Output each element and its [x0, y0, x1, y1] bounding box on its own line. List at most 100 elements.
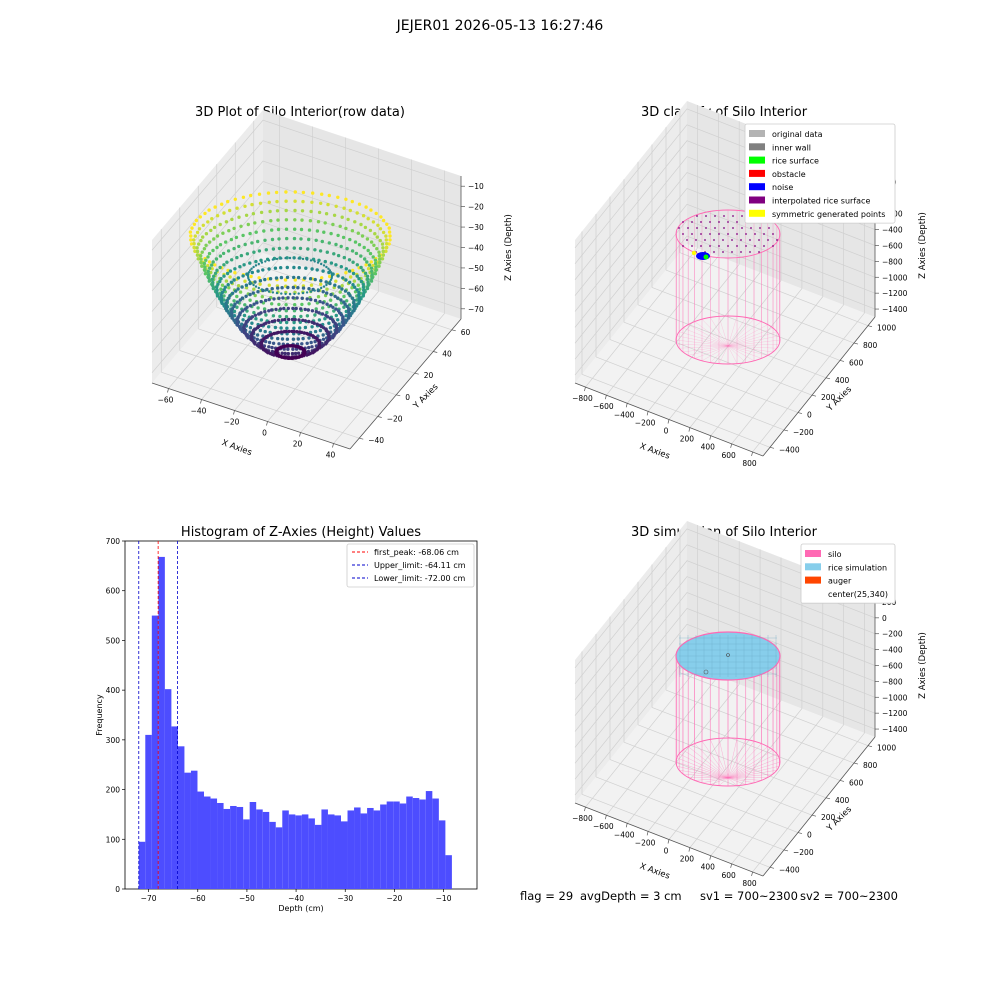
histogram-bar — [406, 796, 413, 889]
data-point — [267, 309, 271, 313]
data-point — [387, 226, 391, 230]
data-point — [193, 234, 197, 238]
data-point — [254, 259, 258, 264]
y-tick-label: 0 — [115, 885, 120, 894]
data-point — [243, 242, 247, 247]
histogram-bar — [230, 805, 237, 889]
data-point — [292, 246, 296, 250]
data-point — [385, 222, 389, 226]
data-point — [320, 239, 324, 244]
histogram-bar — [204, 796, 211, 889]
data-point — [188, 230, 193, 234]
data-point — [292, 275, 296, 280]
y-tick — [451, 329, 456, 332]
data-point — [378, 261, 382, 265]
data-point — [359, 254, 363, 258]
data-point — [317, 210, 322, 215]
data-point — [276, 330, 281, 335]
data-point — [349, 275, 353, 279]
interpolated-point — [700, 245, 702, 247]
data-point — [307, 302, 311, 306]
data-point — [199, 238, 203, 243]
y-gridline — [637, 304, 827, 379]
data-point — [364, 205, 368, 209]
data-point — [332, 213, 337, 217]
data-point — [363, 271, 368, 275]
data-point — [371, 263, 375, 268]
data-point — [211, 280, 215, 285]
data-point — [267, 267, 271, 271]
data-point — [308, 330, 313, 335]
data-point — [263, 238, 267, 242]
data-point — [225, 308, 229, 313]
y-gridline — [665, 689, 855, 764]
data-point — [296, 351, 301, 355]
legend-swatch — [749, 143, 765, 151]
histogram-bar — [197, 791, 204, 889]
data-point — [317, 318, 322, 322]
x-gridline — [585, 247, 698, 388]
data-point — [236, 287, 240, 291]
data-point — [214, 257, 219, 261]
data-point — [275, 291, 279, 295]
data-point — [218, 222, 222, 227]
data-point — [303, 319, 307, 323]
y-gridline — [651, 287, 841, 361]
data-point — [288, 292, 292, 296]
data-point — [329, 271, 333, 274]
y-tick-label: 1000 — [877, 744, 896, 753]
z-tick-label: −50 — [468, 264, 484, 273]
x-tick-label: −400 — [614, 830, 635, 839]
data-point — [203, 272, 208, 276]
data-point — [323, 259, 327, 264]
legend-swatch — [749, 130, 765, 137]
data-point — [363, 225, 368, 230]
data-point — [207, 276, 211, 280]
z-gridline — [151, 181, 462, 312]
data-point — [229, 280, 234, 284]
data-point — [192, 222, 197, 226]
data-point — [378, 257, 382, 261]
x-tick-label: 600 — [722, 451, 737, 460]
data-point — [284, 190, 288, 194]
x-tick — [604, 395, 607, 400]
data-point — [350, 199, 354, 204]
data-point — [335, 296, 340, 300]
data-point — [230, 291, 235, 295]
data-point — [267, 325, 271, 329]
data-point — [260, 261, 264, 264]
x-tick-label: −50 — [239, 894, 255, 903]
data-point — [338, 290, 342, 294]
data-point — [235, 206, 239, 210]
z-tick-label: −800 — [882, 257, 903, 266]
data-point — [273, 325, 278, 330]
data-point — [292, 329, 296, 334]
y-tick — [811, 814, 817, 817]
data-point — [321, 333, 325, 337]
data-point — [369, 208, 373, 212]
data-point — [299, 314, 303, 319]
data-point — [270, 287, 274, 291]
data-point — [316, 295, 321, 299]
data-point — [301, 257, 305, 261]
data-point — [214, 285, 219, 289]
silo-spoke — [727, 317, 746, 347]
data-point — [250, 270, 254, 275]
data-point — [293, 303, 297, 307]
data-point — [357, 277, 361, 281]
silo-spoke — [727, 777, 755, 783]
z-tick-label: −1400 — [882, 305, 908, 314]
legend-box — [346, 543, 475, 588]
data-point — [299, 237, 303, 241]
data-point — [223, 285, 227, 289]
y-tick-label: −40 — [368, 436, 384, 445]
y-tick-label: −400 — [779, 865, 800, 874]
interpolated-point — [731, 239, 733, 241]
y-tick-label: −200 — [793, 848, 814, 857]
silo-spoke — [675, 339, 729, 347]
data-point — [252, 287, 256, 291]
y-gridline — [609, 759, 799, 833]
data-point — [225, 260, 229, 264]
data-point — [229, 303, 233, 307]
data-point — [253, 293, 257, 298]
